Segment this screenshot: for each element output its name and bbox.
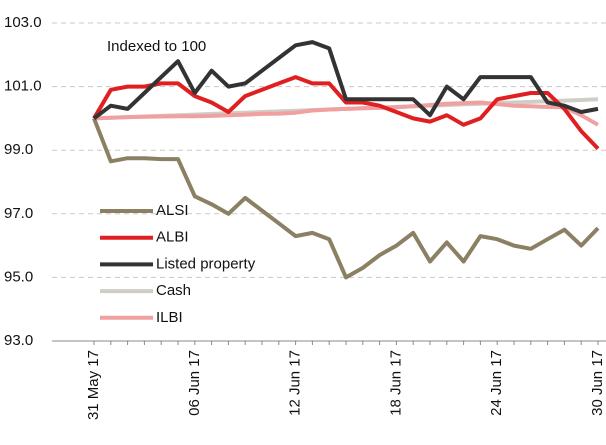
legend-label: ALSI — [156, 202, 189, 219]
x-tick-label: 24 Jun 17 — [488, 350, 505, 416]
y-tick-label: 97.0 — [4, 205, 33, 222]
legend-label: Cash — [156, 282, 191, 299]
y-tick-label: 95.0 — [4, 268, 33, 285]
y-tick-label: 99.0 — [4, 141, 33, 158]
x-tick-label: 12 Jun 17 — [287, 350, 304, 416]
annotation: Indexed to 100 — [107, 38, 206, 55]
y-tick-label: 93.0 — [4, 332, 33, 349]
legend-label: ALBI — [156, 229, 189, 246]
legend-label: ILBI — [156, 309, 183, 326]
y-tick-label: 101.0 — [4, 78, 42, 95]
x-tick-label: 18 Jun 17 — [387, 350, 404, 416]
series-line — [92, 40, 599, 120]
y-tick-label: 103.0 — [4, 14, 42, 31]
series-line — [92, 117, 600, 280]
legend-label: Listed property — [156, 255, 256, 272]
series-line — [93, 100, 599, 127]
x-tick-label: 31 May 17 — [85, 350, 102, 420]
series-line — [92, 75, 600, 150]
x-tick-label: 30 Jun 17 — [589, 350, 606, 416]
x-tick-label: 06 Jun 17 — [186, 350, 203, 416]
